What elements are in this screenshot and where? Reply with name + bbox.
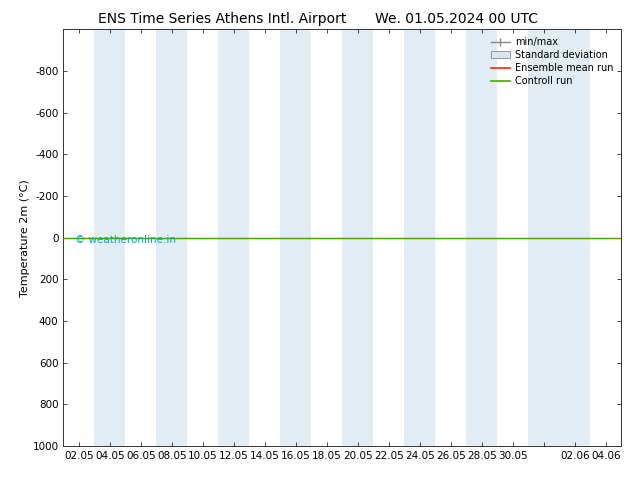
Legend: min/max, Standard deviation, Ensemble mean run, Controll run: min/max, Standard deviation, Ensemble me…: [488, 34, 616, 89]
Bar: [94, 29, 126, 446]
Text: © weatheronline.in: © weatheronline.in: [75, 235, 176, 245]
Bar: [404, 29, 436, 446]
Text: ENS Time Series Athens Intl. Airport: ENS Time Series Athens Intl. Airport: [98, 12, 346, 26]
Bar: [559, 29, 590, 446]
Bar: [280, 29, 311, 446]
Text: We. 01.05.2024 00 UTC: We. 01.05.2024 00 UTC: [375, 12, 538, 26]
Bar: [157, 29, 188, 446]
Bar: [528, 29, 559, 446]
Bar: [342, 29, 373, 446]
Bar: [218, 29, 249, 446]
Y-axis label: Temperature 2m (°C): Temperature 2m (°C): [20, 179, 30, 296]
Bar: [467, 29, 497, 446]
